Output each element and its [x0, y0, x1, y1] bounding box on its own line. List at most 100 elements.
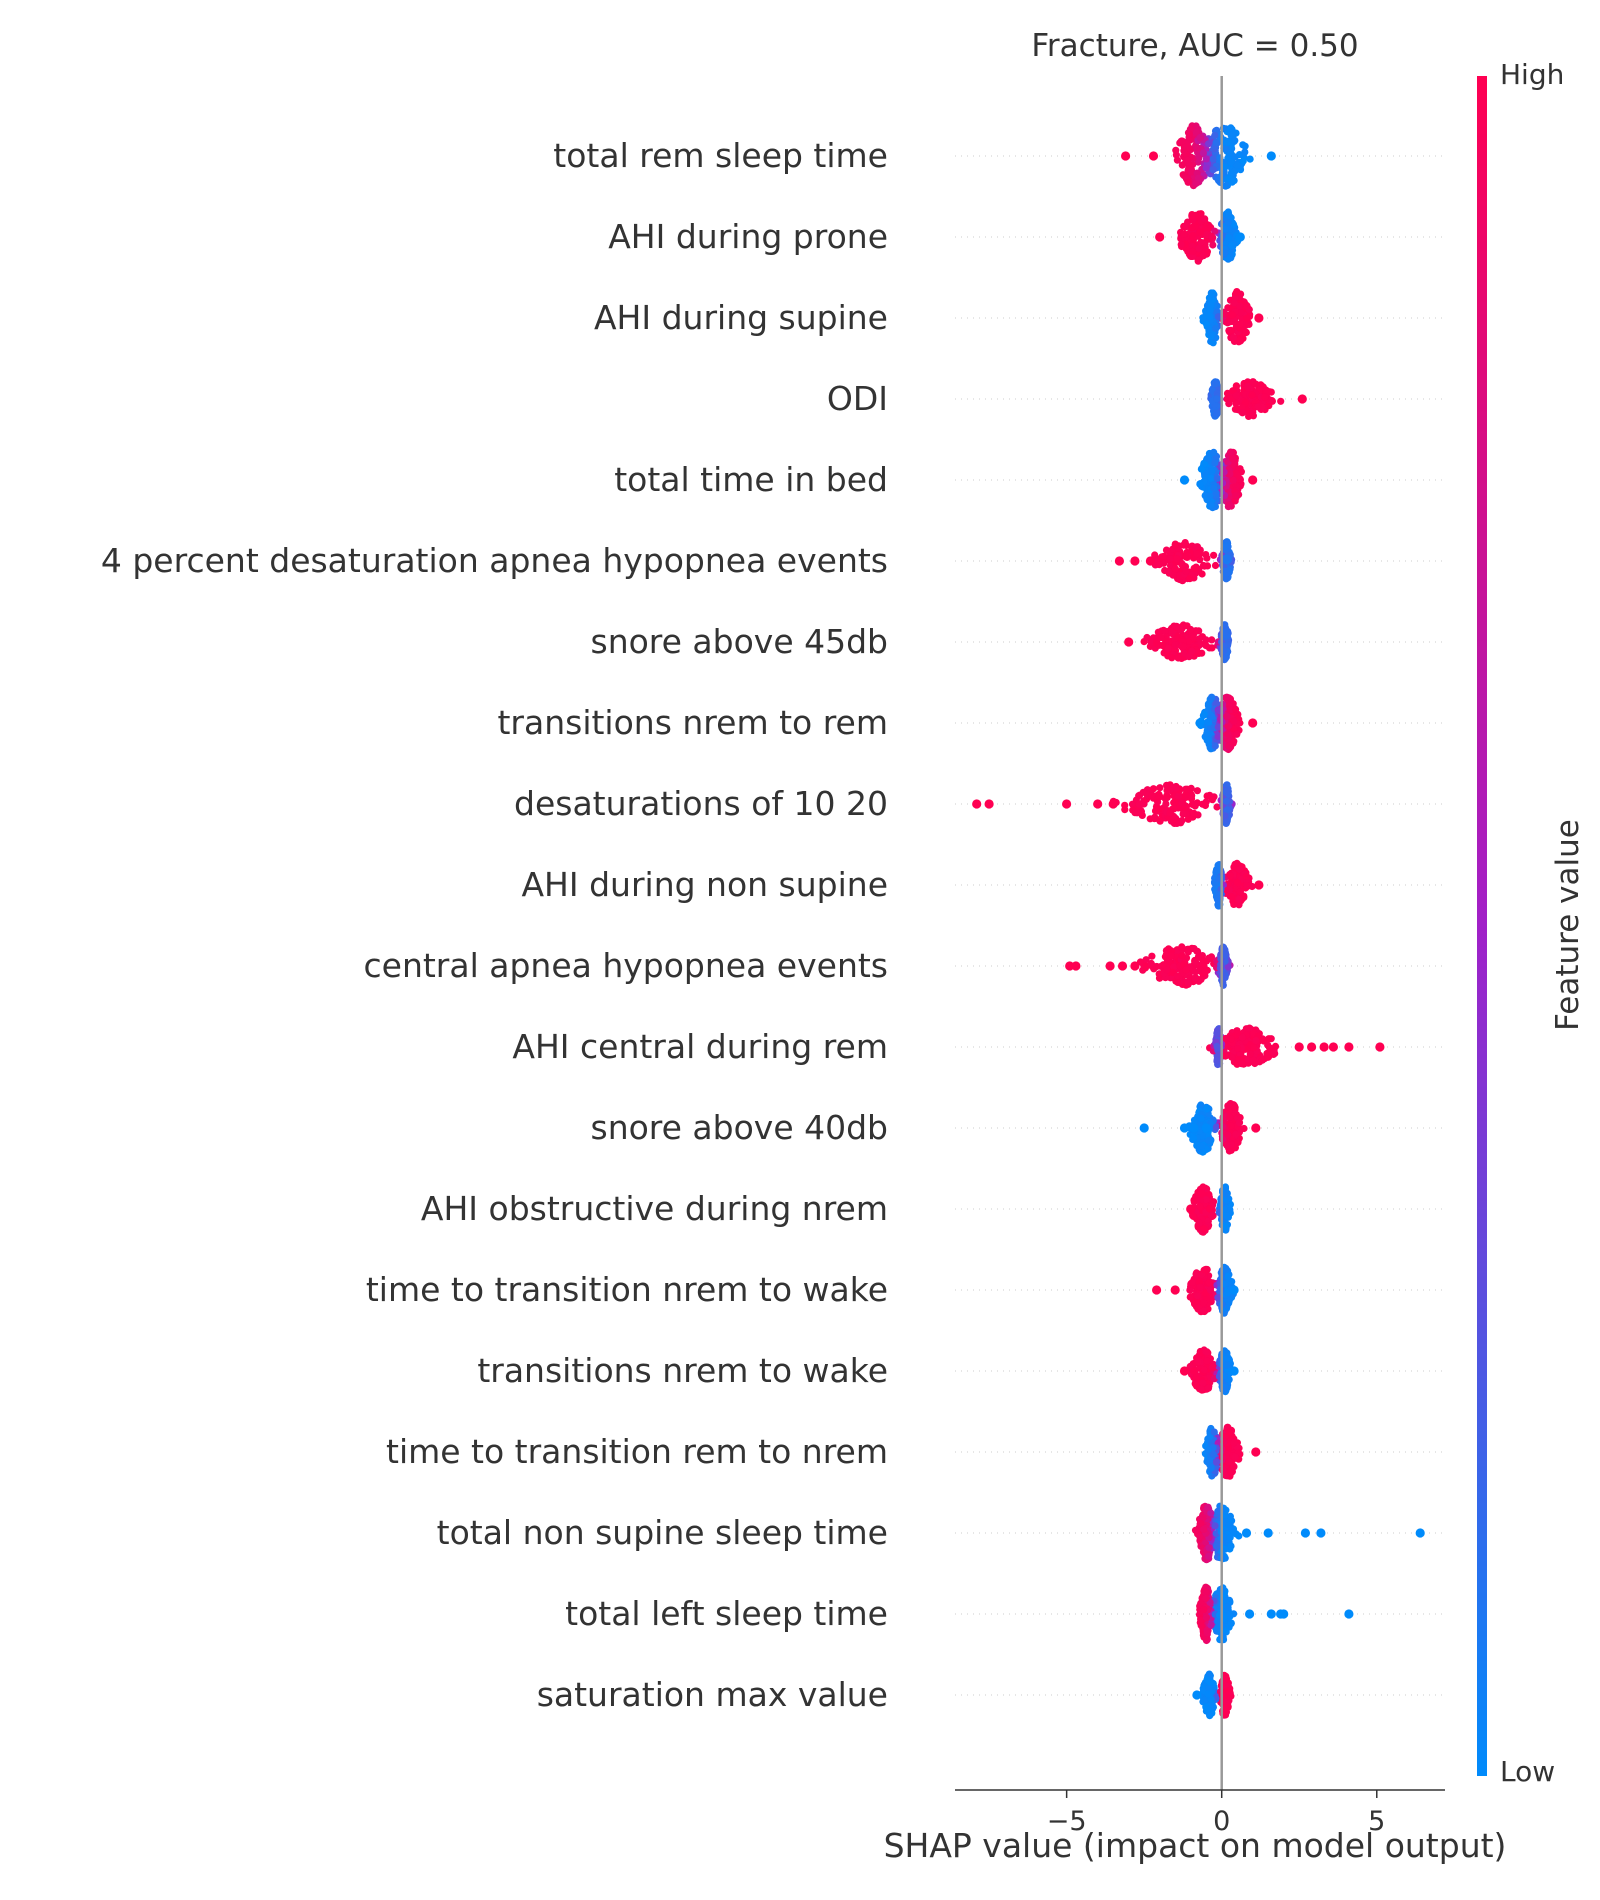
violin-point [1192, 1374, 1200, 1382]
violin-point [1188, 212, 1196, 220]
violin-point [1225, 886, 1233, 894]
outlier-point [1179, 1123, 1190, 1133]
violin-point [1196, 1197, 1204, 1205]
violin-point [1245, 1024, 1254, 1032]
violin-point [1202, 164, 1210, 172]
violin-point [1222, 1471, 1230, 1480]
outlier-point [1130, 961, 1140, 971]
violin-point [1214, 1294, 1222, 1302]
violin-point [1252, 1037, 1260, 1045]
violin-point [1227, 158, 1235, 166]
outlier-point [1254, 313, 1264, 323]
violin-point [1171, 541, 1179, 549]
violin-point [1182, 966, 1190, 974]
violin-row [1191, 1502, 1425, 1564]
outlier-point [1263, 1528, 1273, 1538]
violin-point [1250, 1044, 1258, 1052]
violin-point [1211, 131, 1219, 140]
violin-point [1189, 232, 1197, 240]
violin-point [1167, 952, 1175, 960]
violin-point [1205, 737, 1213, 745]
violin-point [1206, 312, 1214, 320]
violin-point [1156, 817, 1164, 825]
violin-point [1197, 238, 1205, 246]
violin-point [1223, 569, 1231, 577]
violin-point [1167, 947, 1175, 955]
violin-point [1231, 497, 1239, 505]
violin-point [1193, 787, 1201, 795]
violin-point [1229, 1528, 1237, 1536]
violin-point [1190, 809, 1198, 818]
outlier-point [1300, 1528, 1310, 1538]
violin-point [1183, 785, 1191, 793]
violin-point [1236, 320, 1244, 328]
violin-point [1223, 806, 1231, 814]
outlier-point [1179, 1366, 1190, 1376]
violin-point [1185, 130, 1193, 138]
violin-point [1249, 412, 1257, 420]
violin-point [1197, 1114, 1205, 1122]
outlier-point [1124, 637, 1134, 647]
violin-point [1252, 380, 1260, 388]
violin-row [1121, 122, 1276, 190]
violin-point [1172, 784, 1180, 792]
violin-point [1188, 223, 1196, 232]
violin-point [1194, 256, 1203, 264]
violin-point [1147, 959, 1155, 968]
violin-point [1189, 634, 1198, 642]
violin-point [1196, 1283, 1204, 1291]
outlier-point [1071, 961, 1081, 971]
violin-point [1232, 1130, 1240, 1138]
violin-point [1213, 1458, 1221, 1466]
violin-point [1225, 212, 1233, 220]
violin-point [1208, 467, 1216, 476]
violin-point [1204, 454, 1212, 462]
violin-point [1162, 546, 1171, 554]
violin-point [1185, 653, 1193, 661]
violin-point [1214, 723, 1222, 731]
violin-point [1192, 1270, 1200, 1278]
violin-point [1210, 448, 1218, 456]
violin-point [1230, 1103, 1239, 1111]
violin-point [1223, 1212, 1231, 1220]
violin-point [1230, 299, 1238, 307]
violin-point [1181, 539, 1189, 547]
violin-point [1225, 1428, 1233, 1437]
violin-point [1236, 336, 1244, 344]
outlier-point [1328, 1042, 1338, 1052]
violin-point [1221, 1511, 1229, 1519]
violin-point [1190, 564, 1198, 572]
violin-point [1208, 796, 1216, 804]
violin-point [1226, 501, 1234, 509]
violin-point [1180, 230, 1188, 238]
violin-point [1230, 717, 1238, 725]
outlier-point [1170, 1285, 1180, 1295]
violin-point [1227, 1122, 1235, 1130]
violin-marks [972, 122, 1425, 1720]
violin-point [1208, 712, 1216, 720]
violin-point [1133, 809, 1141, 817]
outlier-point [1241, 1528, 1252, 1538]
violin-point [1201, 968, 1209, 976]
violin-row [1210, 859, 1264, 910]
outlier-point [1266, 151, 1276, 161]
violin-point [1195, 1219, 1203, 1227]
violin-point [1195, 244, 1203, 252]
violin-point [1236, 865, 1244, 874]
violin-point [1191, 802, 1199, 810]
violin-point [1233, 288, 1241, 296]
violin-point [1200, 710, 1208, 719]
outlier-point [1307, 1042, 1317, 1052]
outlier-point [984, 799, 994, 809]
violin-point [1229, 476, 1237, 484]
violin-point [1214, 313, 1223, 321]
violin-point [1178, 952, 1186, 960]
violin-point [1213, 1042, 1221, 1050]
violin-point [1227, 326, 1235, 334]
violin-row [1139, 1100, 1261, 1156]
outlier-point [1316, 1528, 1326, 1538]
violin-point [1194, 1358, 1202, 1366]
violin-point [1248, 391, 1256, 399]
violin-point [1173, 622, 1181, 630]
violin-point [1233, 859, 1241, 868]
